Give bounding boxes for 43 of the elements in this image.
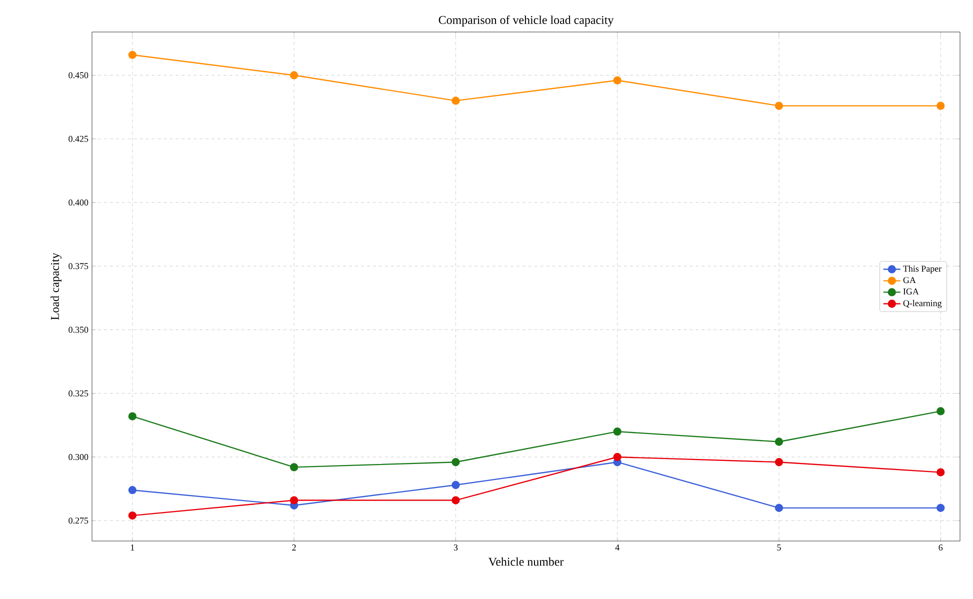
point [452, 496, 460, 504]
x-tick-label: 4 [615, 544, 620, 550]
point [936, 102, 945, 110]
legend-label: IGA [903, 288, 919, 295]
y-tick-label: 0.375 [68, 263, 88, 270]
point [936, 468, 945, 476]
point [936, 407, 945, 416]
point [290, 71, 298, 80]
y-tick-label: 0.400 [68, 199, 88, 206]
y-tick-label: 0.325 [68, 390, 88, 396]
y-tick-label: 0.350 [68, 326, 88, 333]
point [613, 427, 622, 436]
y-tick-label: 0.300 [68, 454, 88, 460]
x-tick-label: 2 [292, 544, 296, 550]
point [290, 496, 298, 504]
point [613, 452, 622, 462]
point [774, 504, 784, 512]
x-axis-title: Vehicle number [488, 557, 564, 566]
y-tick-label: 0.275 [68, 518, 88, 524]
point [128, 486, 136, 494]
point [128, 412, 136, 420]
x-tick-label: 5 [777, 544, 781, 550]
point [774, 102, 784, 110]
point [774, 438, 784, 446]
x-tick-label: 3 [454, 544, 458, 551]
y-tick-label: 0.450 [68, 72, 88, 78]
point [774, 458, 784, 466]
y-axis-title: Load capacity [50, 252, 62, 320]
point [452, 458, 460, 466]
legend-label: GA [903, 277, 916, 284]
chart-title: Comparison of vehicle load capacity [438, 15, 614, 26]
legend-label: This Paper [903, 265, 942, 274]
point [128, 50, 136, 59]
point [128, 511, 136, 520]
x-tick-label: 1 [130, 544, 134, 550]
point [290, 463, 298, 472]
point [452, 480, 460, 490]
point [452, 96, 460, 105]
point [936, 504, 945, 512]
legend-label: Q-learning [903, 300, 942, 308]
y-tick-label: 0.425 [68, 136, 88, 142]
point [613, 76, 622, 84]
x-tick-label: 6 [938, 544, 943, 551]
